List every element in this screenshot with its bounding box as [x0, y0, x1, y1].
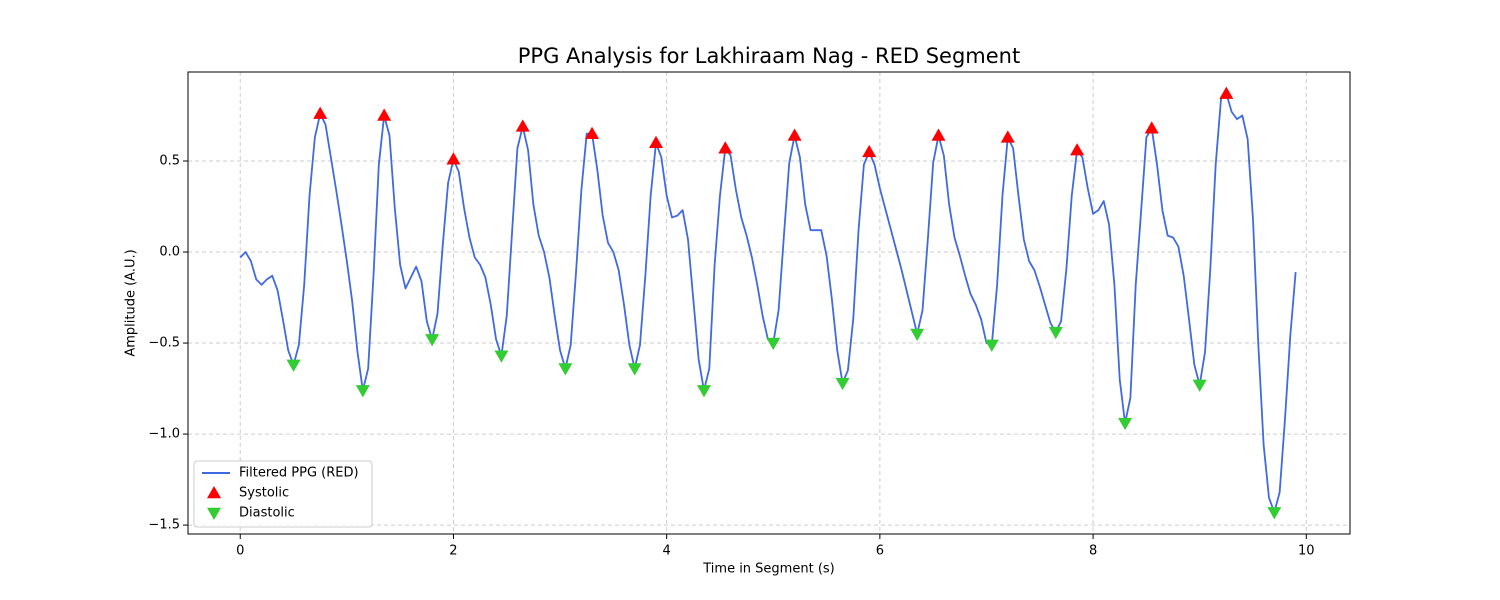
- systolic-marker: [377, 108, 392, 121]
- diastolic-marker: [1192, 379, 1207, 392]
- systolic-marker: [585, 126, 600, 139]
- x-tick-label: 2: [449, 544, 457, 559]
- systolic-marker: [862, 144, 877, 158]
- diastolic-marker: [1118, 417, 1133, 431]
- plot-frame: [187, 71, 1351, 535]
- y-tick-label: 0.0: [159, 245, 180, 260]
- diastolic-marker: [425, 334, 440, 347]
- x-axis-label: Time in Segment (s): [702, 562, 834, 577]
- x-tick-label: 4: [663, 544, 671, 559]
- systolic-marker: [446, 152, 461, 165]
- legend-label: Systolic: [239, 486, 289, 501]
- diastolic-marker: [766, 337, 781, 351]
- systolic-marker: [1219, 86, 1234, 99]
- x-tick-label: 0: [236, 544, 244, 559]
- diastolic-marker: [984, 339, 999, 352]
- diastolic-marker: [355, 385, 370, 398]
- y-tick-label: −1.5: [148, 518, 180, 533]
- x-tick-label: 6: [876, 544, 884, 559]
- systolic-marker: [515, 119, 530, 132]
- legend-swatch: [207, 486, 221, 499]
- systolic-marker: [787, 128, 802, 141]
- legend-box: [193, 460, 373, 528]
- y-tick-label: −0.5: [148, 336, 180, 351]
- chart-title: PPG Analysis for Lakhiraam Nag - RED Seg…: [518, 44, 1020, 68]
- diastolic-marker: [286, 359, 301, 372]
- diastolic-marker: [835, 377, 850, 391]
- systolic-marker: [1000, 130, 1015, 143]
- legend-label: Filtered PPG (RED): [239, 466, 359, 481]
- legend-swatch: [207, 507, 221, 520]
- y-axis-label: Amplitude (A.U.): [124, 249, 139, 356]
- legend-label: Diastolic: [239, 506, 295, 521]
- diastolic-marker: [696, 385, 711, 398]
- diastolic-marker: [910, 328, 925, 341]
- systolic-marker: [648, 135, 663, 149]
- diastolic-marker: [627, 363, 642, 376]
- diastolic-marker: [494, 350, 509, 363]
- systolic-marker: [931, 128, 946, 141]
- diastolic-marker: [1048, 326, 1063, 340]
- systolic-marker: [1144, 121, 1159, 134]
- x-tick-label: 10: [1298, 544, 1315, 559]
- systolic-marker: [313, 106, 328, 119]
- diastolic-marker: [1267, 507, 1282, 520]
- systolic-marker: [718, 141, 733, 154]
- y-tick-label: 0.5: [159, 154, 180, 169]
- systolic-marker: [1070, 143, 1085, 156]
- x-tick-label: 8: [1089, 544, 1097, 559]
- diastolic-marker: [558, 363, 573, 376]
- y-tick-label: −1.0: [148, 427, 180, 442]
